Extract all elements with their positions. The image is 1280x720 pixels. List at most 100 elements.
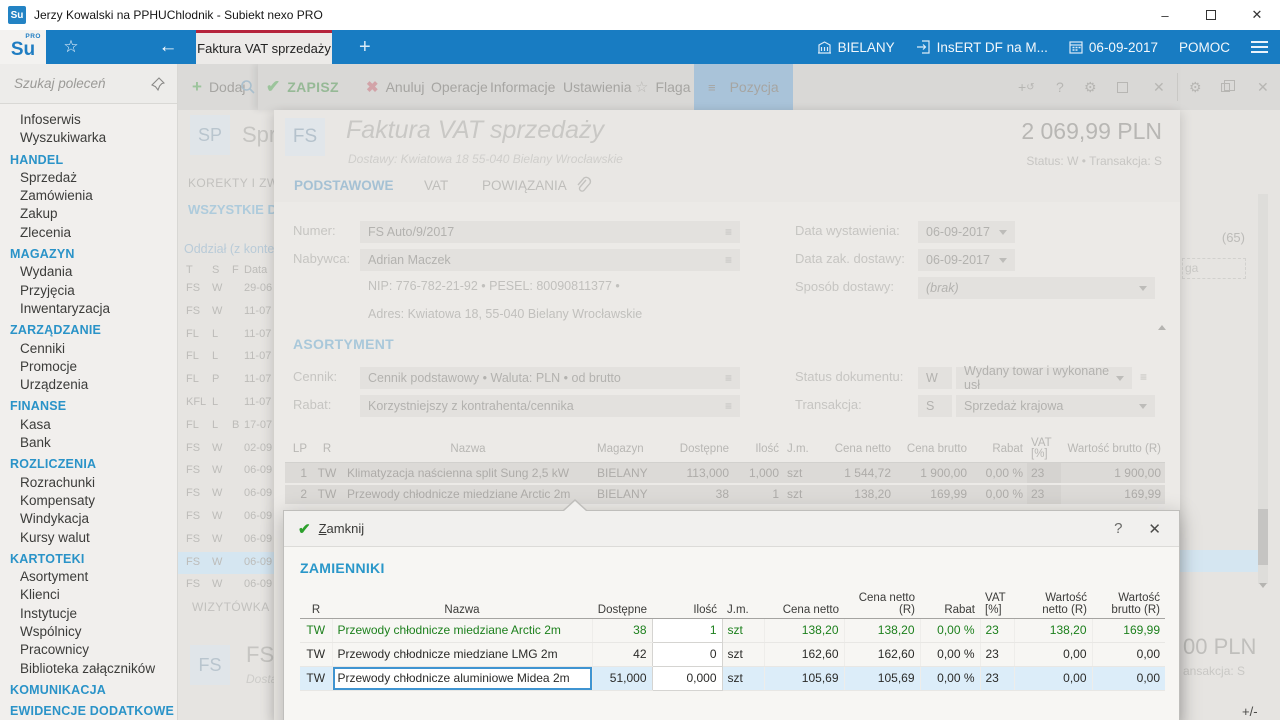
column-header[interactable]: Dostępne: [673, 436, 733, 463]
bg-list-row[interactable]: FS W 29-06: [178, 278, 274, 300]
field-more-icon[interactable]: ≡: [724, 225, 732, 239]
bg-list-row[interactable]: FS W 06-09: [178, 574, 274, 596]
dialog-help-icon[interactable]: ?: [1056, 79, 1064, 95]
bg-list-row[interactable]: FL L B 17-07: [178, 415, 274, 437]
popup-close-icon[interactable]: ✕: [1148, 520, 1161, 538]
column-header[interactable]: Nazwa: [332, 584, 592, 619]
context-link[interactable]: Oddział (z kontek: [184, 242, 281, 256]
add-related-icon[interactable]: + ↺: [1018, 79, 1035, 95]
sidebar-item-promocje[interactable]: Promocje: [20, 358, 78, 374]
column-header[interactable]: Dostępne: [592, 584, 652, 619]
column-header[interactable]: Cena brutto: [895, 436, 971, 463]
sidebar-item-klienci[interactable]: Klienci: [20, 587, 60, 603]
add-button[interactable]: + Dodaj: [192, 77, 246, 96]
sidebar-item-zlecenia[interactable]: Zlecenia: [20, 224, 72, 240]
tab-powiazania[interactable]: POWIĄZANIA: [482, 178, 567, 193]
sidebar-item-kasa[interactable]: Kasa: [20, 416, 51, 432]
column-header[interactable]: Magazyn: [593, 436, 673, 463]
bg-list-row[interactable]: FL L 11-07: [178, 324, 274, 346]
tab-podstawowe[interactable]: PODSTAWOWE: [294, 178, 394, 193]
sidebar-item-asortyment[interactable]: Asortyment: [20, 569, 89, 585]
sidebar-section-finanse[interactable]: FINANSE: [10, 399, 67, 414]
sidebar-item-wyszukiwarka[interactable]: Wyszukiwarka: [20, 130, 107, 146]
sidebar-item-infoserwis[interactable]: Infoserwis: [20, 112, 81, 127]
window-gear-icon[interactable]: ⚙: [1189, 78, 1202, 95]
sidebar-item-sprzedaż[interactable]: Sprzedaż: [20, 169, 78, 185]
information-menu[interactable]: Informacje: [490, 79, 556, 95]
sidebar-item-wydania[interactable]: Wydania: [20, 264, 73, 280]
back-arrow-icon[interactable]: ←: [158, 36, 178, 57]
column-header[interactable]: Ilość: [733, 436, 783, 463]
sidebar-section-ewidencje-dodatkowe[interactable]: EWIDENCJE DODATKOWE: [10, 704, 174, 719]
substitute-row[interactable]: TW Przewody chłodnicze miedziane Arctic 2…: [300, 617, 1165, 643]
data-dostawy-field[interactable]: 06-09-2017: [918, 249, 1015, 271]
paperclip-icon[interactable]: [574, 176, 592, 196]
dialog-close-icon[interactable]: ✕: [1153, 78, 1165, 95]
help-menu[interactable]: POMOC: [1178, 39, 1230, 55]
settings-menu[interactable]: Ustawienia: [563, 79, 632, 95]
status-value-field[interactable]: Wydany towar i wykonane usł: [956, 364, 1132, 392]
sidebar-section-zarządzanie[interactable]: ZARZĄDZANIE: [10, 323, 102, 338]
tab-vat[interactable]: VAT: [424, 178, 449, 193]
zamknij-button[interactable]: Zamknij: [318, 521, 365, 536]
sidebar-item-cenniki[interactable]: Cenniki: [20, 340, 66, 356]
minimize-button[interactable]: –: [1161, 7, 1169, 23]
bg-list-row[interactable]: FS W 06-09: [178, 506, 274, 528]
sidebar-section-magazyn[interactable]: MAGAZYN: [10, 247, 75, 262]
data-wystawienia-field[interactable]: 06-09-2017: [918, 221, 1015, 243]
column-header[interactable]: Cena netto: [821, 436, 895, 463]
sposob-dostawy-field[interactable]: (brak): [918, 277, 1155, 299]
sidebar-item-biblioteka-załączników[interactable]: Biblioteka załączników: [20, 660, 156, 676]
column-header[interactable]: VAT [%]: [1027, 436, 1061, 463]
sidebar-item-wspólnicy[interactable]: Wspólnicy: [20, 624, 82, 640]
column-header[interactable]: Wartość brutto (R): [1061, 436, 1165, 463]
cennik-field[interactable]: Cennik podstawowy • Waluta: PLN • od bru…: [360, 367, 740, 389]
window-restore-icon[interactable]: [1221, 64, 1235, 110]
scrollbar-thumb[interactable]: [1258, 509, 1268, 565]
sidebar-item-rozrachunki[interactable]: Rozrachunki: [20, 474, 96, 490]
column-header[interactable]: J.m.: [722, 584, 764, 619]
nabywca-field[interactable]: Adrian Maczek ≡: [360, 249, 740, 271]
window-close-icon[interactable]: ✕: [1257, 78, 1269, 95]
substitute-row[interactable]: TW Przewody chłodnicze aluminiowe Midea 2…: [300, 665, 1165, 691]
bg-list-row[interactable]: FS W 06-09: [178, 529, 274, 551]
bg-list-row[interactable]: FS W 11-07: [178, 301, 274, 323]
tab-faktura-vat-sprzedazy[interactable]: Faktura VAT sprzedaży: [196, 30, 332, 64]
column-header[interactable]: J.m.: [783, 436, 821, 463]
position-button[interactable]: ≡ Pozycja: [694, 64, 793, 110]
column-header[interactable]: Ilość: [652, 584, 722, 619]
tab-wizytowka[interactable]: WIZYTÓWKA: [192, 600, 270, 614]
popup-help-icon[interactable]: ?: [1114, 520, 1123, 537]
column-header[interactable]: LP: [285, 436, 311, 463]
app-logo[interactable]: Su PRO: [0, 30, 46, 64]
sidebar-item-instytucje[interactable]: Instytucje: [20, 605, 78, 621]
sidebar-item-zamówienia[interactable]: Zamówienia: [20, 188, 93, 204]
column-header[interactable]: Wartość brutto (R): [1092, 584, 1165, 619]
cancel-button[interactable]: ✖ Anuluj: [366, 79, 425, 96]
sidebar-section-rozliczenia[interactable]: ROZLICZENIA: [10, 457, 97, 472]
sidebar-item-windykacja[interactable]: Windykacja: [20, 511, 90, 527]
column-header[interactable]: R: [300, 584, 332, 619]
branch-selector[interactable]: BIELANY: [817, 40, 895, 55]
operations-menu[interactable]: Operacje: [431, 79, 488, 95]
scrollbar-track[interactable]: [1258, 194, 1268, 584]
bg-list-row[interactable]: FS W 06-09: [178, 460, 274, 482]
sidebar-item-przyjęcia[interactable]: Przyjęcia: [20, 282, 75, 298]
sidebar-item-kursy-walut[interactable]: Kursy walut: [20, 529, 90, 545]
bg-list-row[interactable]: FS W 06-09: [178, 483, 274, 505]
dialog-maximize-icon[interactable]: [1117, 64, 1128, 110]
bg-list-row[interactable]: FL L 11-07: [178, 346, 274, 368]
dialog-gear-icon[interactable]: ⚙: [1084, 78, 1097, 95]
field-more-icon[interactable]: ≡: [724, 253, 732, 267]
column-header[interactable]: Wartość netto (R): [1014, 584, 1092, 619]
favorites-star-icon[interactable]: ☆: [63, 37, 79, 56]
sidebar-item-bank[interactable]: Bank: [20, 435, 51, 451]
column-header[interactable]: Rabat: [971, 436, 1027, 463]
sidebar-item-pracownicy[interactable]: Pracownicy: [20, 642, 90, 658]
bg-list-row[interactable]: FS W 02-09: [178, 438, 274, 460]
column-header[interactable]: Cena netto (R): [844, 584, 920, 619]
column-header[interactable]: VAT [%]: [980, 584, 1014, 619]
column-header[interactable]: Cena netto: [764, 584, 844, 619]
maximize-button[interactable]: [1188, 0, 1234, 30]
flag-button[interactable]: ☆ Flaga: [635, 79, 691, 96]
